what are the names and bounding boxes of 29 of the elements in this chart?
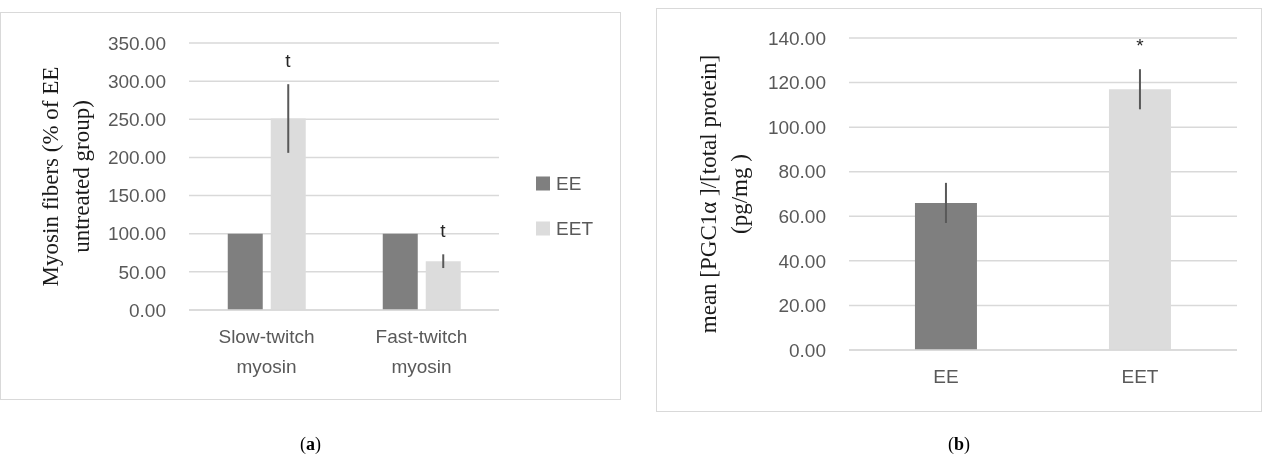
x-tick-label: EET (1121, 366, 1159, 388)
y-tick-label: 150.00 (107, 185, 166, 207)
y-tick-label: 120.00 (767, 72, 826, 94)
y-axis-title: mean [PGC1α ]/[total protein] (pg/mg ) (695, 54, 752, 334)
y-tick-label: 140.00 (767, 27, 826, 49)
annotation: t (440, 219, 447, 241)
text: (b) (947, 434, 970, 454)
text: (a) (300, 434, 321, 454)
y-tick-label: 0.00 (129, 299, 166, 321)
annotation: * (1136, 34, 1145, 56)
y-tick-label: 40.00 (778, 250, 826, 272)
x-tick-label: Slow-twitch myosin (218, 326, 315, 377)
y-axis-title: Myosin fibers (% of EE untreated group) (37, 66, 94, 287)
annotation: t (285, 49, 292, 71)
legend-label: EET (556, 216, 593, 241)
y-tick-label: 50.00 (118, 261, 166, 283)
y-tick-label: 100.00 (107, 223, 166, 245)
legend-label: EE (556, 171, 582, 196)
y-tick-label: 80.00 (778, 161, 826, 183)
y-tick-label: 300.00 (107, 70, 166, 92)
y-tick-label: 20.00 (778, 295, 826, 317)
y-tick-label: 0.00 (789, 339, 826, 361)
y-tick-label: 60.00 (778, 206, 826, 228)
y-tick-label: 200.00 (107, 147, 166, 169)
x-tick-label: EE (933, 366, 959, 388)
y-tick-label: 250.00 (107, 109, 166, 131)
y-tick-label: 350.00 (107, 32, 166, 54)
x-tick-label: Fast-twitch myosin (375, 326, 468, 377)
y-tick-label: 100.00 (767, 116, 826, 138)
